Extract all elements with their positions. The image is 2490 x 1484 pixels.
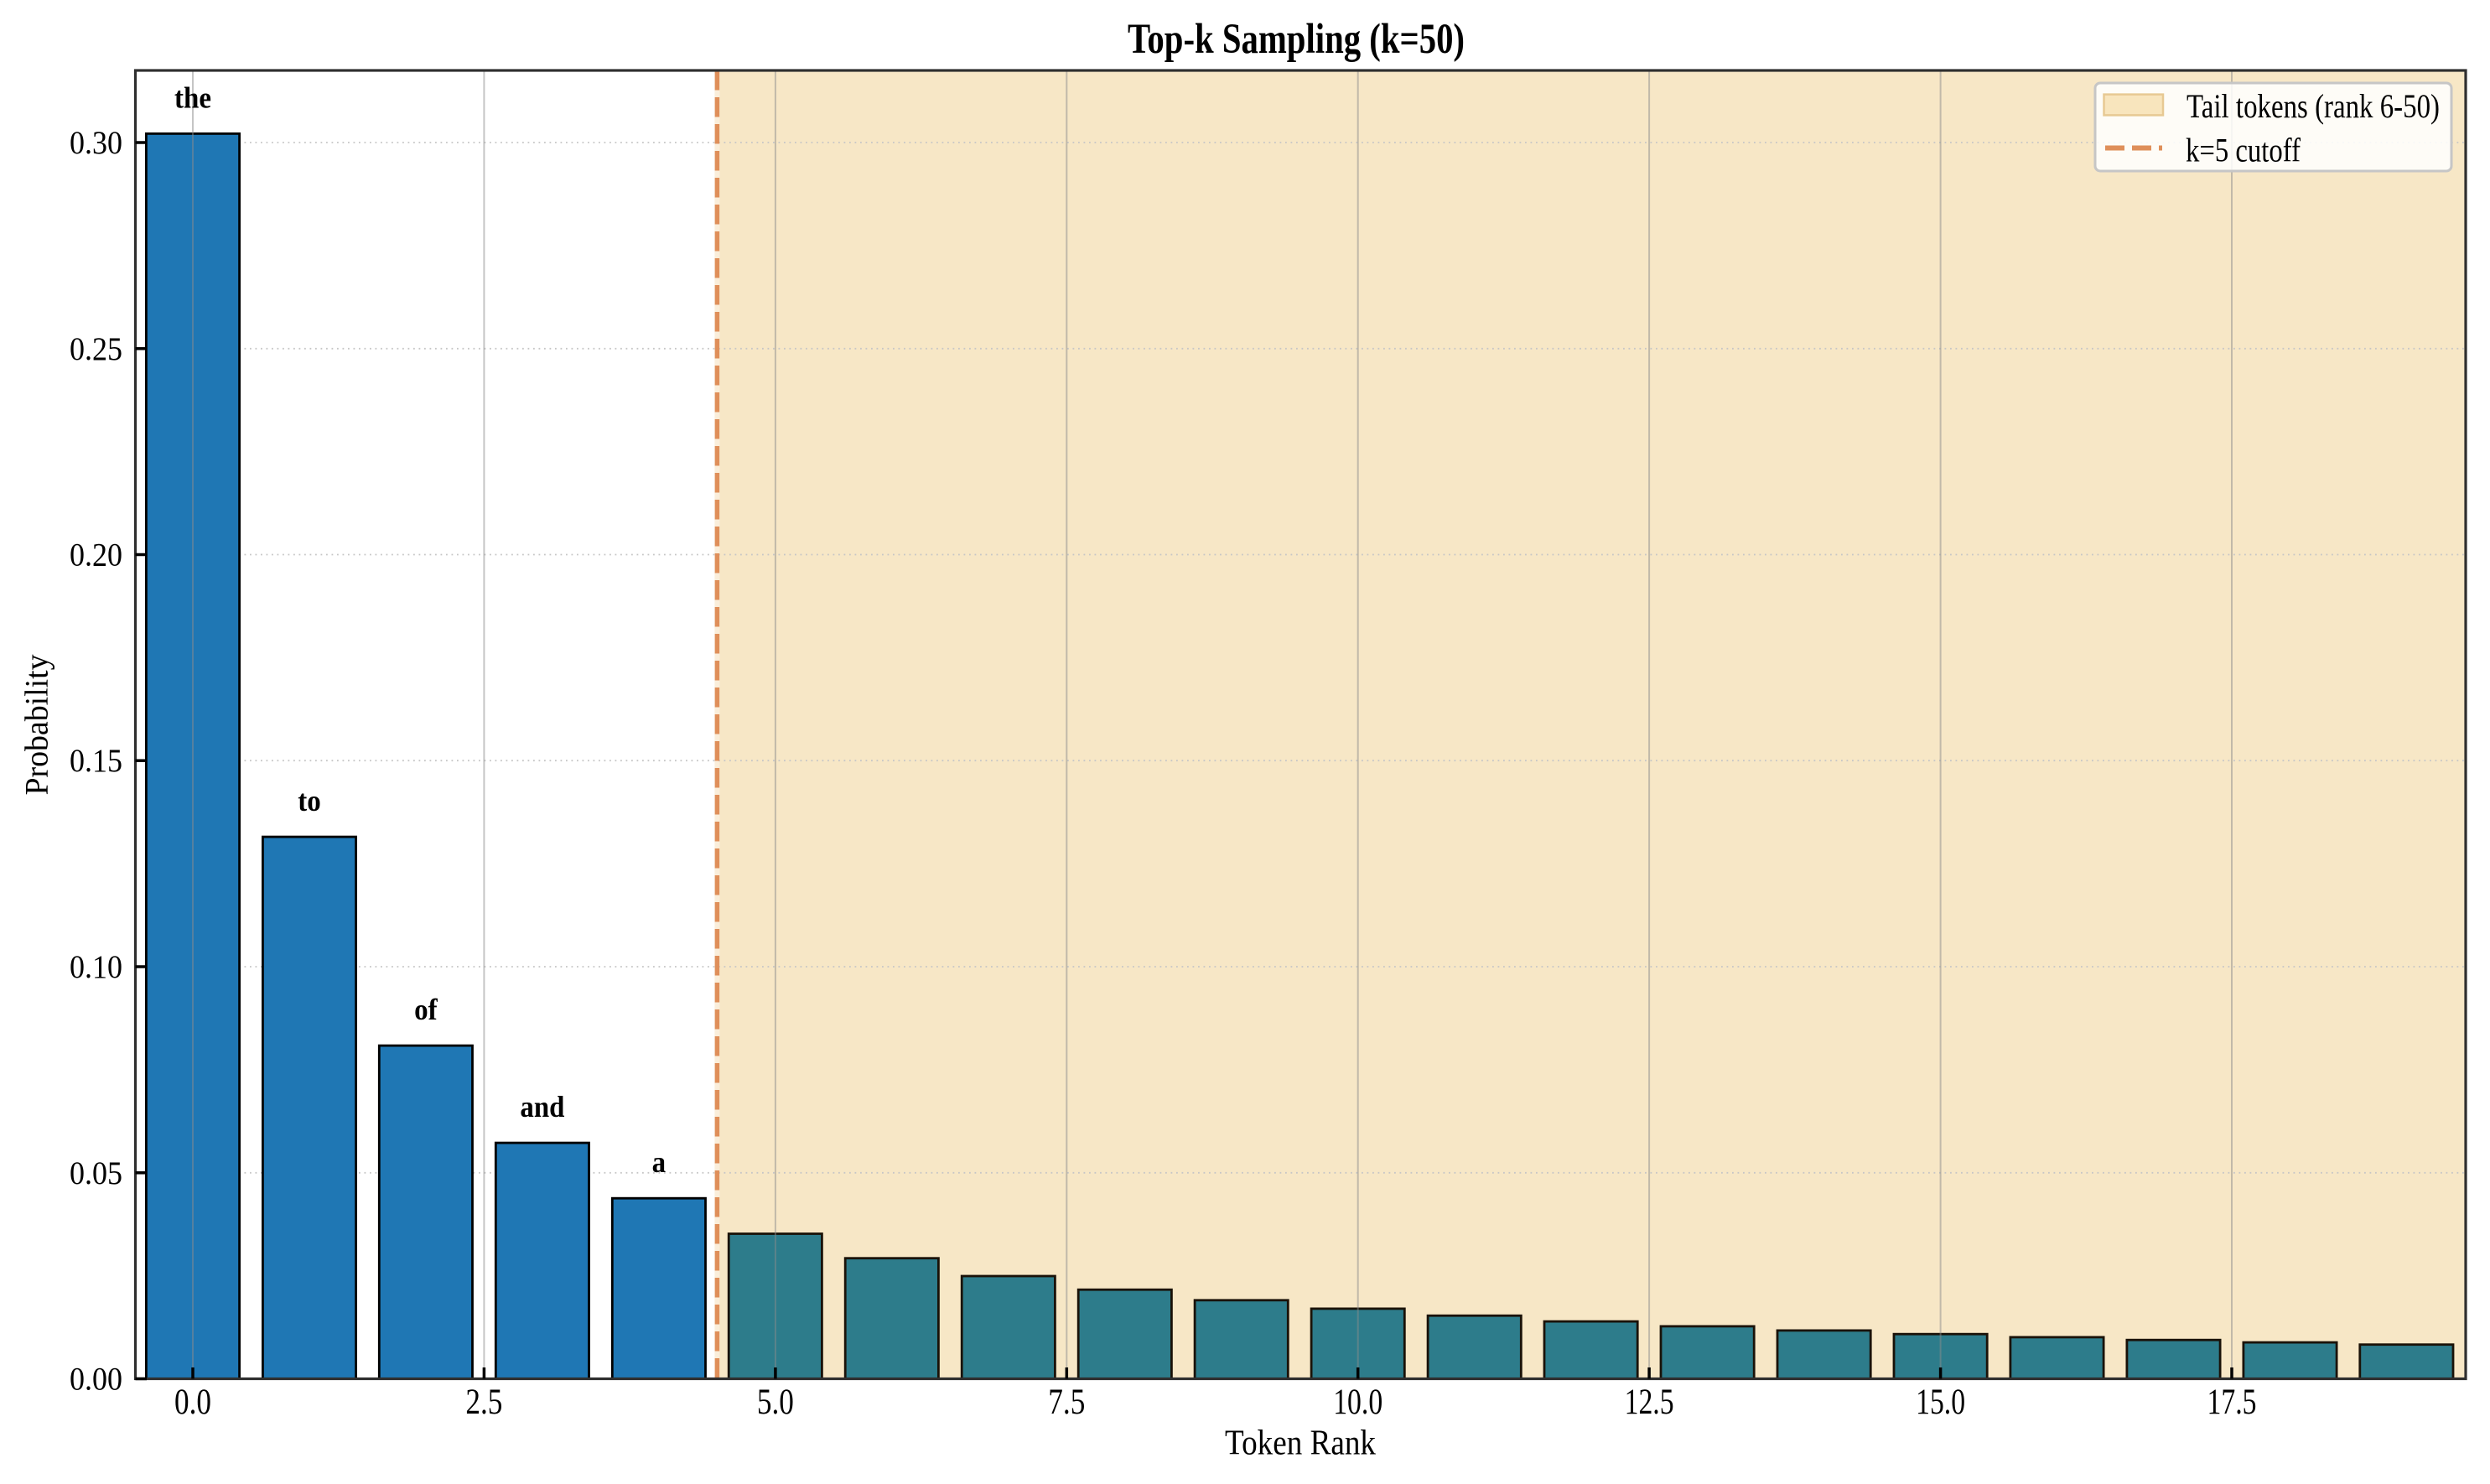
svg-text:Token Rank: Token Rank [1225, 1424, 1376, 1463]
svg-text:0.20: 0.20 [70, 537, 122, 573]
svg-text:0.05: 0.05 [70, 1155, 122, 1191]
svg-text:Probability: Probability [18, 654, 54, 795]
svg-text:0.0: 0.0 [174, 1383, 211, 1422]
svg-text:0.15: 0.15 [70, 743, 122, 779]
svg-text:12.5: 12.5 [1625, 1383, 1674, 1422]
svg-text:of: of [414, 993, 438, 1026]
svg-text:17.5: 17.5 [2207, 1383, 2257, 1422]
svg-text:10.0: 10.0 [1333, 1383, 1382, 1422]
svg-text:Tail tokens (rank 6-50): Tail tokens (rank 6-50) [2187, 87, 2440, 125]
svg-text:0.00: 0.00 [70, 1362, 122, 1398]
svg-text:0.25: 0.25 [70, 331, 122, 367]
svg-text:0.30: 0.30 [70, 125, 122, 161]
svg-text:2.5: 2.5 [465, 1383, 502, 1422]
svg-text:a: a [652, 1145, 667, 1179]
svg-text:15.0: 15.0 [1916, 1383, 1965, 1422]
svg-text:k=5 cutoff: k=5 cutoff [2186, 131, 2301, 169]
svg-text:7.5: 7.5 [1048, 1383, 1085, 1422]
svg-text:to: to [298, 784, 321, 817]
svg-text:and: and [520, 1090, 564, 1123]
svg-text:the: the [174, 80, 211, 114]
svg-text:0.10: 0.10 [70, 949, 122, 985]
svg-text:Top-k Sampling (k=50): Top-k Sampling (k=50) [1128, 16, 1465, 63]
svg-text:5.0: 5.0 [757, 1383, 794, 1422]
